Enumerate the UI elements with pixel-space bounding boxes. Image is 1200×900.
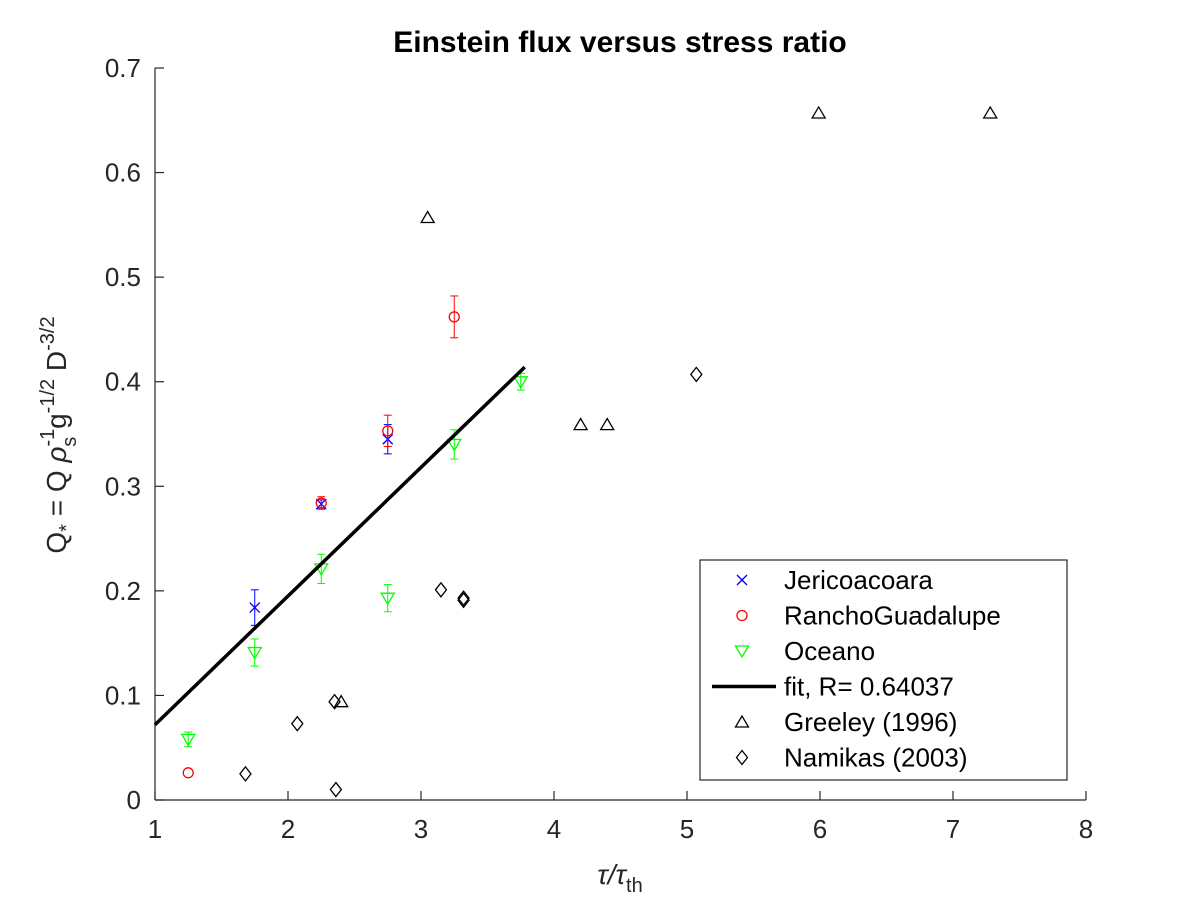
- y-tick-label: 0.3: [105, 471, 141, 501]
- point-namikas-2003: [457, 590, 470, 607]
- chart-title: Einstein flux versus stress ratio: [393, 26, 847, 59]
- point-namikas-2003: [457, 592, 470, 609]
- point-namikas-2003: [290, 715, 304, 732]
- point-oceano: [513, 376, 529, 389]
- point-greeley-1996: [982, 105, 998, 119]
- point-greeley-1996: [811, 105, 827, 119]
- y-tick-label: 0.6: [105, 158, 141, 188]
- error-bar-ranchoguadalupe: [383, 414, 392, 448]
- y-tick-label: 0.2: [105, 576, 141, 606]
- point-greeley-1996: [599, 417, 615, 431]
- y-tick-label: 0.5: [105, 262, 141, 292]
- point-greeley-1996: [420, 210, 436, 224]
- legend-marker: [736, 609, 748, 622]
- x-axis-label: τ/τth: [597, 859, 642, 897]
- y-axis-label: Q* = Q ρ-1s g-1/2 D-3/2: [37, 316, 81, 553]
- legend-entry: fit, R= 0.64037: [784, 672, 954, 702]
- legend-entry: Jericoacoara: [784, 565, 933, 595]
- point-namikas-2003: [689, 366, 703, 383]
- point-ranchoguadalupe: [448, 311, 460, 323]
- point-oceano: [446, 438, 462, 452]
- legend-entry: Oceano: [784, 636, 875, 666]
- error-bar-ranchoguadalupe: [450, 295, 459, 339]
- y-tick-label: 0.1: [105, 680, 141, 710]
- point-namikas-2003: [239, 765, 252, 782]
- legend-entry: Namikas (2003): [784, 743, 968, 773]
- legend-entry: Greeley (1996): [784, 707, 957, 737]
- x-tick-label: 6: [813, 814, 827, 844]
- error-bar-oceano: [250, 638, 259, 667]
- point-greeley-1996: [333, 694, 349, 708]
- point-jericoacoara: [249, 602, 261, 614]
- legend-marker: [734, 645, 750, 659]
- x-tick-label: 3: [414, 814, 428, 844]
- legend-entry: RanchoGuadalupe: [784, 601, 1001, 631]
- x-tick-label: 4: [547, 814, 561, 844]
- point-namikas-2003: [329, 781, 343, 798]
- point-ranchoguadalupe: [182, 767, 194, 779]
- legend-marker: [735, 749, 749, 766]
- error-bar-oceano: [317, 553, 326, 585]
- error-bar-ranchoguadalupe: [317, 496, 326, 510]
- y-tick-label: 0: [127, 785, 141, 815]
- legend-marker: [734, 714, 750, 728]
- x-tick-label: 2: [281, 814, 295, 844]
- legend-marker: [736, 574, 748, 586]
- error-bar-oceano: [383, 584, 392, 613]
- y-tick-label: 0.4: [105, 367, 141, 397]
- point-namikas-2003: [434, 581, 448, 598]
- x-tick-label: 8: [1079, 814, 1093, 844]
- point-oceano: [180, 733, 196, 747]
- point-namikas-2003: [328, 693, 341, 710]
- point-ranchoguadalupe: [382, 425, 394, 437]
- point-oceano: [247, 646, 263, 660]
- fit-line: [153, 365, 526, 726]
- x-tick-label: 7: [946, 814, 960, 844]
- y-tick-label: 0.7: [105, 53, 141, 83]
- legend-box: [699, 559, 1068, 781]
- legend: Jericoacoara RanchoGuadalupe Oceano fit, R=…: [699, 559, 1068, 781]
- x-tick-label: 1: [148, 814, 162, 844]
- x-tick-label: 5: [680, 814, 694, 844]
- point-oceano: [380, 592, 396, 606]
- plot-area: 1 2 3 4 5 6 7 8 0 0.1 0.2 0.3 0.4 0.5 0.6 0.7: [105, 53, 1093, 844]
- point-greeley-1996: [572, 417, 589, 431]
- point-ranchoguadalupe: [315, 497, 327, 509]
